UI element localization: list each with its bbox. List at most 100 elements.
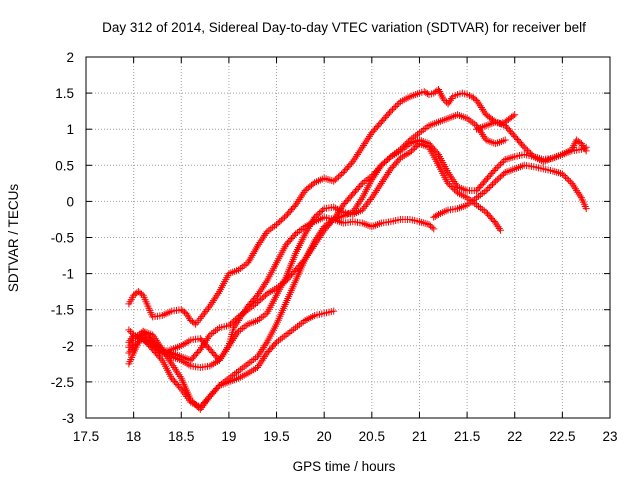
data-point: [527, 150, 535, 158]
data-point: [261, 280, 269, 288]
data-point: [368, 194, 376, 202]
data-point: [511, 111, 519, 119]
data-point: [151, 335, 159, 343]
data-point: [520, 143, 528, 151]
data-point: [311, 237, 319, 245]
data-point: [371, 188, 379, 196]
data-point: [255, 297, 263, 305]
data-point: [256, 239, 264, 247]
data-point: [253, 242, 261, 250]
data-point: [476, 102, 484, 110]
data-point: [257, 347, 265, 355]
data-point: [496, 226, 504, 234]
data-point: [299, 190, 307, 198]
x-tick-label: 19.5: [263, 429, 289, 444]
data-point: [253, 353, 261, 361]
data-point: [167, 358, 175, 366]
x-tick-label: 17.5: [73, 429, 99, 444]
data-point: [259, 233, 267, 241]
data-point: [234, 317, 242, 325]
data-point: [519, 142, 527, 150]
data-point: [433, 211, 441, 219]
data-point: [428, 223, 436, 231]
data-point: [576, 192, 584, 200]
data-point: [580, 143, 588, 151]
data-point: [474, 98, 482, 106]
data-point: [575, 190, 583, 198]
data-point: [384, 169, 392, 177]
data-points: [125, 85, 590, 413]
data-point: [274, 219, 282, 227]
data-point: [262, 279, 270, 287]
data-point: [369, 192, 377, 200]
data-point: [498, 159, 506, 167]
data-point: [382, 172, 390, 180]
data-point: [493, 221, 501, 229]
data-point: [125, 326, 133, 334]
data-point: [258, 356, 266, 364]
data-point: [202, 307, 210, 315]
data-point: [208, 298, 216, 306]
data-point: [261, 231, 269, 239]
data-point: [382, 157, 390, 165]
data-point: [477, 104, 485, 112]
data-point: [196, 345, 204, 353]
data-point: [445, 98, 453, 106]
data-point: [168, 360, 176, 368]
series-track-c: [125, 136, 590, 411]
data-point: [256, 360, 264, 368]
data-point: [203, 335, 211, 343]
data-point: [258, 345, 266, 353]
data-point: [373, 187, 381, 195]
data-point: [212, 293, 220, 301]
data-point: [214, 289, 222, 297]
data-point: [176, 372, 184, 380]
data-point: [408, 147, 416, 155]
data-point: [360, 204, 368, 212]
data-point: [193, 318, 201, 326]
data-point: [449, 176, 457, 184]
data-point: [357, 145, 365, 153]
y-tick-label: 0: [66, 194, 74, 209]
data-point: [563, 175, 571, 183]
data-point: [444, 100, 452, 108]
data-point: [218, 353, 226, 361]
data-point: [582, 205, 590, 213]
data-point: [259, 282, 267, 290]
data-point: [336, 171, 344, 179]
data-point: [206, 302, 214, 310]
data-point: [562, 173, 570, 181]
data-point: [171, 365, 179, 373]
data-point: [257, 237, 265, 245]
data-point: [487, 182, 495, 190]
data-point: [409, 145, 417, 153]
data-point: [574, 188, 582, 196]
data-point: [374, 185, 382, 193]
data-point: [253, 363, 261, 371]
data-point: [175, 371, 183, 379]
data-point: [492, 219, 500, 227]
data-point: [482, 187, 490, 195]
data-point: [199, 311, 207, 319]
data-point: [298, 192, 306, 200]
data-point: [349, 158, 357, 166]
data-point: [257, 296, 265, 304]
data-point: [354, 150, 362, 158]
data-point: [209, 297, 217, 305]
data-point: [255, 362, 263, 370]
x-tick-label: 18: [126, 429, 141, 444]
data-point: [365, 197, 373, 205]
data-point: [479, 105, 487, 113]
y-tick-label: -1.5: [51, 303, 74, 318]
data-point: [255, 351, 263, 359]
data-point: [371, 170, 379, 178]
data-point: [380, 176, 388, 184]
data-point: [379, 178, 387, 186]
data-point: [317, 208, 325, 216]
data-point: [568, 179, 576, 187]
y-tick-label: -3: [62, 411, 74, 426]
data-point: [569, 181, 577, 189]
axes: 17.5 18 18.5 19 19.5 20 20.5 21 21.5 22 22.5 23-3-2…: [51, 50, 618, 444]
data-point: [355, 199, 363, 207]
x-tick-label: 18.5: [168, 429, 194, 444]
